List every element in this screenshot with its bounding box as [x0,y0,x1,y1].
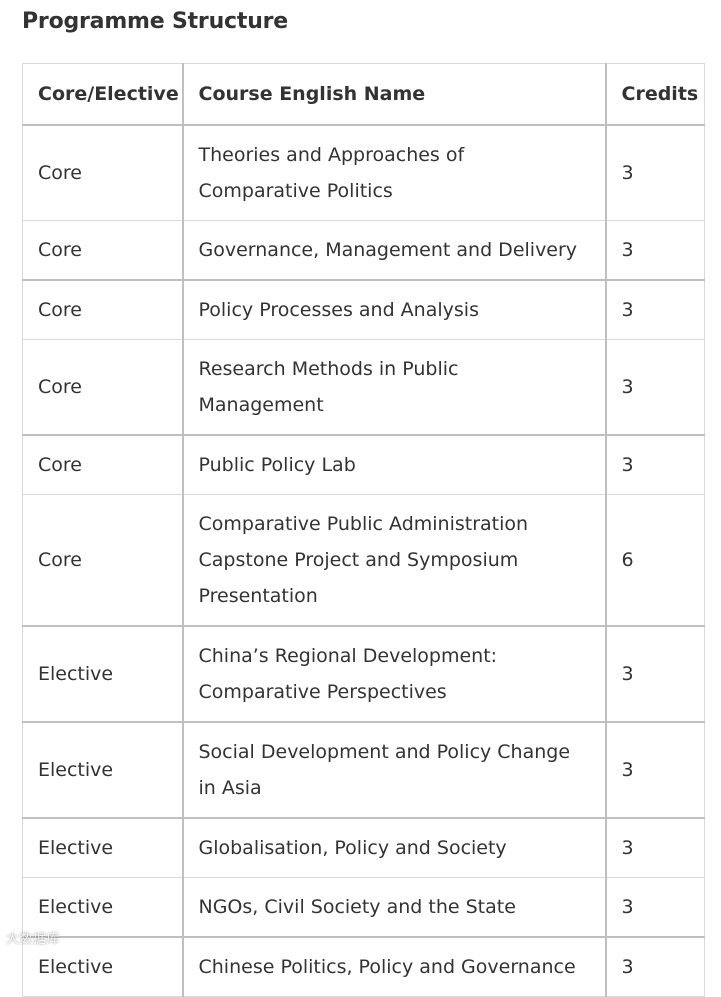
cell-course-name: China’s Regional Development: Comparativ… [181,625,607,723]
cell-course-name: NGOs, Civil Society and the State [181,877,607,938]
header-credits: Credits [605,63,705,126]
cell-course-name: Public Policy Lab [181,434,607,495]
cell-type: Core [22,434,183,495]
table-row: Core Governance, Management and Delivery… [22,220,705,281]
table-row: Elective Social Development and Policy C… [22,721,705,819]
table-row: Elective Chinese Politics, Policy and Go… [22,936,705,997]
cell-type: Elective [22,817,183,878]
cell-credits: 3 [605,721,705,819]
cell-credits: 3 [605,817,705,878]
cell-type: Core [22,279,183,340]
cell-credits: 3 [605,877,705,938]
cell-credits: 3 [605,936,705,997]
table-row: Elective NGOs, Civil Society and the Sta… [22,877,705,938]
table-row: Elective China’s Regional Development: C… [22,625,705,723]
watermark: 大数据库 [6,932,61,947]
cell-type: Core [22,494,183,627]
cell-type: Core [22,124,183,221]
cell-type: Elective [22,877,183,938]
cell-credits: 6 [605,494,705,627]
cell-course-name: Social Development and Policy Change in … [181,721,607,819]
table-row: Elective Globalisation, Policy and Socie… [22,817,705,878]
cell-course-name: Policy Processes and Analysis [181,279,607,340]
cell-credits: 3 [605,625,705,723]
cell-course-name: Chinese Politics, Policy and Governance [181,936,607,997]
cell-credits: 3 [605,220,705,281]
table-row: Core Policy Processes and Analysis 3 [22,279,705,340]
table-row: Core Research Methods in Public Manageme… [22,339,705,436]
cell-course-name: Theories and Approaches of Comparative P… [181,124,607,221]
cell-course-name: Comparative Public Administration Capsto… [181,494,607,627]
cell-credits: 3 [605,434,705,495]
programme-structure-table: Core/Elective Course English Name Credit… [22,63,705,997]
page-title: Programme Structure [22,9,289,34]
cell-credits: 3 [605,339,705,436]
cell-type: Elective [22,721,183,819]
cell-credits: 3 [605,124,705,221]
header-course-name: Course English Name [181,63,607,126]
table-header-row: Core/Elective Course English Name Credit… [22,63,705,126]
cell-credits: 3 [605,279,705,340]
table-row: Core Theories and Approaches of Comparat… [22,124,705,221]
cell-course-name: Research Methods in Public Management [181,339,607,436]
table-row: Core Public Policy Lab 3 [22,434,705,495]
cell-type: Core [22,339,183,436]
cell-type: Elective [22,625,183,723]
cell-course-name: Globalisation, Policy and Society [181,817,607,878]
table-row: Core Comparative Public Administration C… [22,494,705,627]
cell-type: Core [22,220,183,281]
cell-course-name: Governance, Management and Delivery [181,220,607,281]
header-core-elective: Core/Elective [22,63,183,126]
